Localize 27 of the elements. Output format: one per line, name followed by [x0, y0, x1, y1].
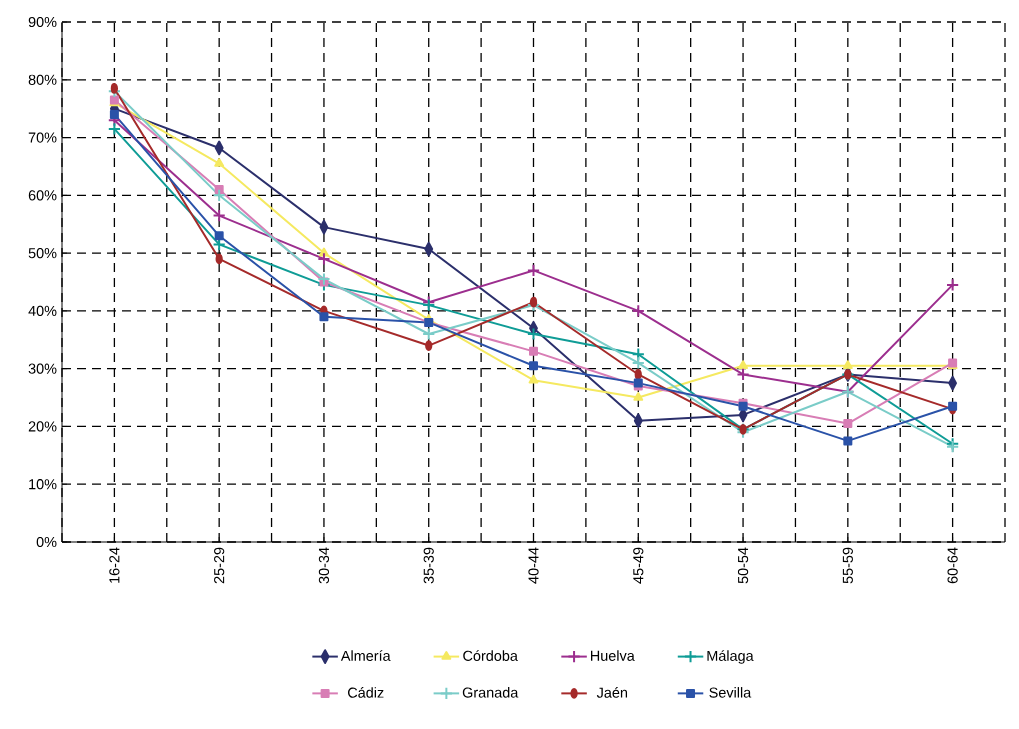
y-tick-label: 20%	[28, 421, 57, 432]
legend-label: Cádiz	[348, 686, 384, 698]
y-tick-label: 0%	[36, 536, 57, 548]
y-tick-label: 60%	[28, 190, 57, 201]
legend-label: Almería	[340, 650, 391, 661]
x-tick-label: 35-39	[423, 547, 434, 584]
x-tick-label: 45-49	[633, 547, 644, 584]
x-tick-label: 55-59	[842, 547, 853, 584]
x-tick-label: 16-24	[109, 547, 120, 583]
x-tick-label: 60-64	[947, 547, 958, 584]
legend-label: Huelva	[591, 650, 635, 661]
y-tick-label: 90%	[28, 16, 57, 28]
y-tick-label: 70%	[28, 132, 57, 143]
x-tick-label: 40-44	[528, 547, 539, 584]
x-tick-label: 50-54	[737, 547, 749, 584]
legend-label: Córdoba	[463, 650, 518, 661]
y-tick-label: 10%	[29, 479, 57, 490]
legend-label: Granada	[462, 687, 519, 698]
x-tick-label: 30-34	[318, 547, 330, 584]
y-tick-label: 50%	[28, 247, 57, 259]
x-tick-label: 25-29	[214, 547, 225, 584]
y-tick-label: 40%	[28, 305, 57, 316]
legend-label: Málaga	[707, 650, 754, 664]
legend-label: Jaén	[596, 686, 628, 698]
legend-label: Sevilla	[709, 687, 752, 698]
y-tick-label: 30%	[28, 363, 57, 374]
y-tick-label: 80%	[28, 74, 57, 85]
